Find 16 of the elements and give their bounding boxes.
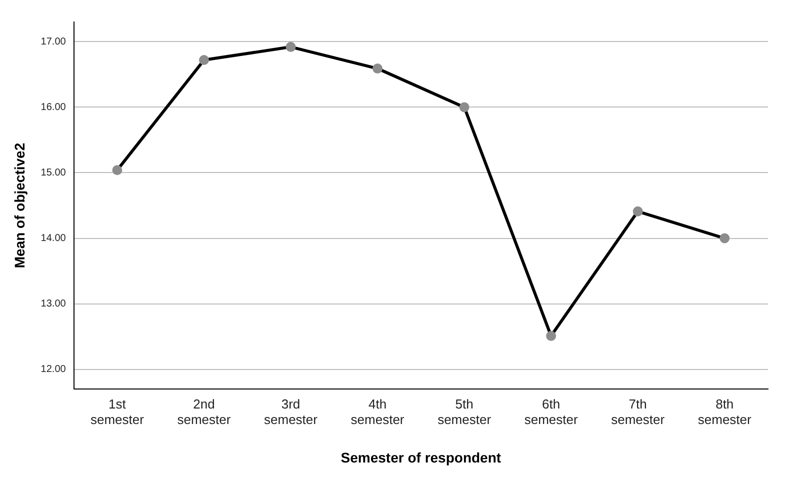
x-tick-label: 3rd semester: [264, 396, 318, 427]
x-axis-title: Semester of respondent: [340, 449, 502, 466]
x-tick-label: 5th semester: [438, 396, 492, 427]
x-tick-label: 6th semester: [524, 396, 578, 427]
x-tick-label: 8th semester: [698, 396, 752, 427]
x-tick-label: 7th semester: [611, 396, 666, 427]
x-tick-label: 1st semester: [90, 396, 145, 427]
y-tick-label: 16.00: [40, 102, 66, 113]
y-axis-title: Mean of objective2: [11, 142, 28, 268]
y-tick-label: 13.00: [40, 298, 66, 310]
y-tick-label: 15.00: [40, 167, 66, 178]
y-tick-label: 14.00: [40, 233, 66, 244]
x-tick-label: 4th semester: [350, 396, 405, 427]
y-tick-label: 17.00: [40, 36, 66, 48]
y-tick-label: 12.00: [40, 364, 66, 376]
x-tick-label: 2nd semester: [177, 396, 232, 427]
